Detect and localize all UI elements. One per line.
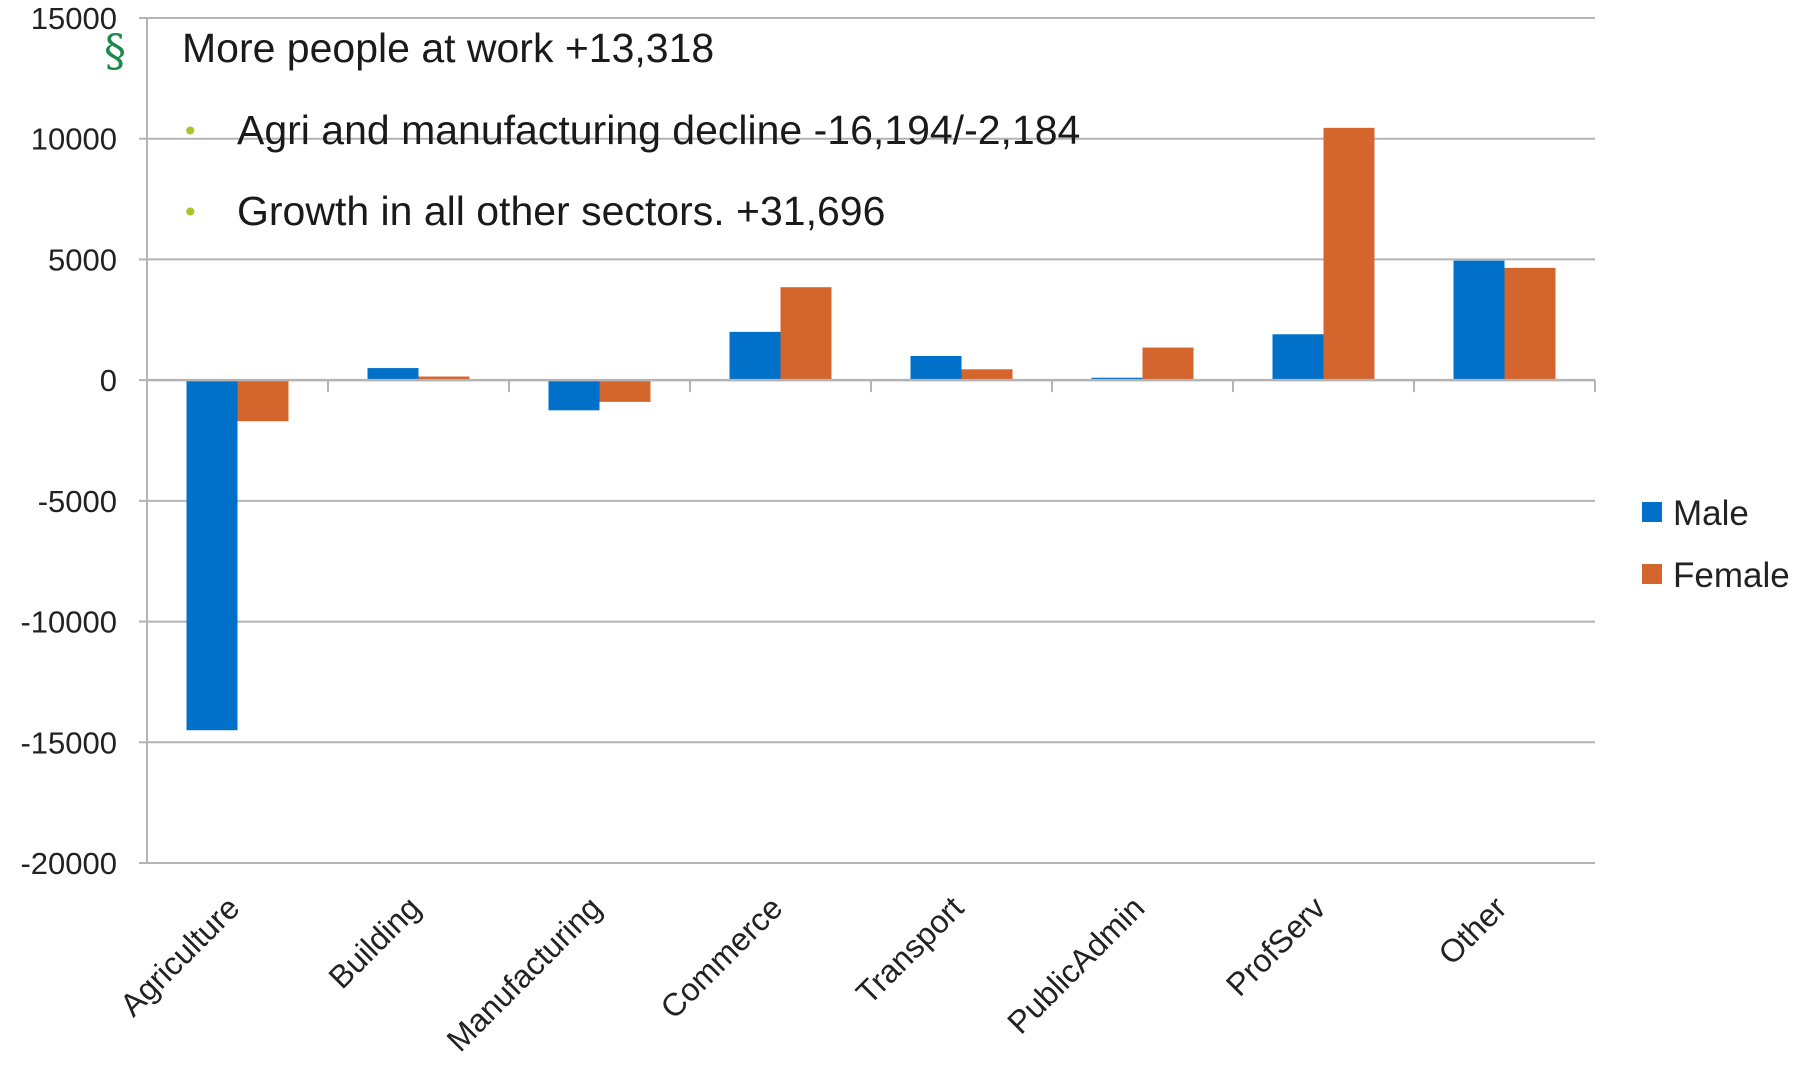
legend-swatch-female xyxy=(1642,564,1662,584)
annotation-bullet-1: Agri and manufacturing decline -16,194/-… xyxy=(237,107,1080,153)
bar-male-transport xyxy=(910,356,962,381)
y-tick-label: 5000 xyxy=(48,242,117,277)
y-axis-tick-labels: 15000 10000 5000 0 -5000 -10000 -15000 -20000 xyxy=(20,1,117,881)
x-category-label: PublicAdmin xyxy=(1000,889,1151,1040)
bar-male-profserv xyxy=(1272,334,1324,381)
y-tick-label: -10000 xyxy=(20,605,117,640)
bar-male-commerce xyxy=(729,331,781,381)
x-category-label: ProfServ xyxy=(1219,889,1332,1002)
bar-male-other xyxy=(1453,260,1505,381)
bars xyxy=(186,127,1556,731)
x-category-label: Agriculture xyxy=(113,889,247,1023)
bar-female-commerce xyxy=(780,287,832,381)
y-tick-label: -5000 xyxy=(38,484,117,519)
bar-female-other xyxy=(1504,267,1556,381)
y-tick-label: 15000 xyxy=(31,1,117,36)
legend-label-male: Male xyxy=(1673,494,1749,533)
legend: Male Female xyxy=(1642,494,1790,595)
x-category-label: Other xyxy=(1431,889,1513,971)
legend-swatch-male xyxy=(1642,502,1662,522)
bar-female-agriculture xyxy=(237,380,289,422)
x-category-label: Manufacturing xyxy=(440,889,609,1058)
bar-female-profserv xyxy=(1323,127,1375,381)
bar-female-publicadmin xyxy=(1142,347,1194,381)
bar-female-transport xyxy=(961,369,1013,381)
bullet-icon: • xyxy=(182,115,199,148)
x-category-label: Building xyxy=(321,889,427,995)
x-category-label: Transport xyxy=(849,889,971,1011)
y-tick-label: 0 xyxy=(100,363,117,398)
annotation-bullet-2: Growth in all other sectors. +31,696 xyxy=(237,188,885,234)
y-tick-label: -15000 xyxy=(20,725,117,760)
bar-male-building xyxy=(367,368,419,381)
x-axis-category-labels: Agriculture Building Manufacturing Commerce… xyxy=(113,889,1514,1058)
x-category-label: Commerce xyxy=(653,889,789,1025)
bar-female-manufacturing xyxy=(599,380,651,402)
y-tick-label: 10000 xyxy=(31,122,117,157)
y-tick-label: -20000 xyxy=(20,846,117,881)
bar-male-manufacturing xyxy=(548,380,600,411)
annotation-box: § More people at work +13,318 • Agri and… xyxy=(104,25,1080,234)
section-icon: § xyxy=(104,26,126,77)
legend-label-female: Female xyxy=(1673,556,1790,595)
annotation-headline: More people at work +13,318 xyxy=(182,25,714,71)
bar-male-agriculture xyxy=(186,380,238,731)
axes xyxy=(146,18,1596,863)
bullet-icon: • xyxy=(182,196,199,229)
bar-female-building xyxy=(418,376,470,381)
